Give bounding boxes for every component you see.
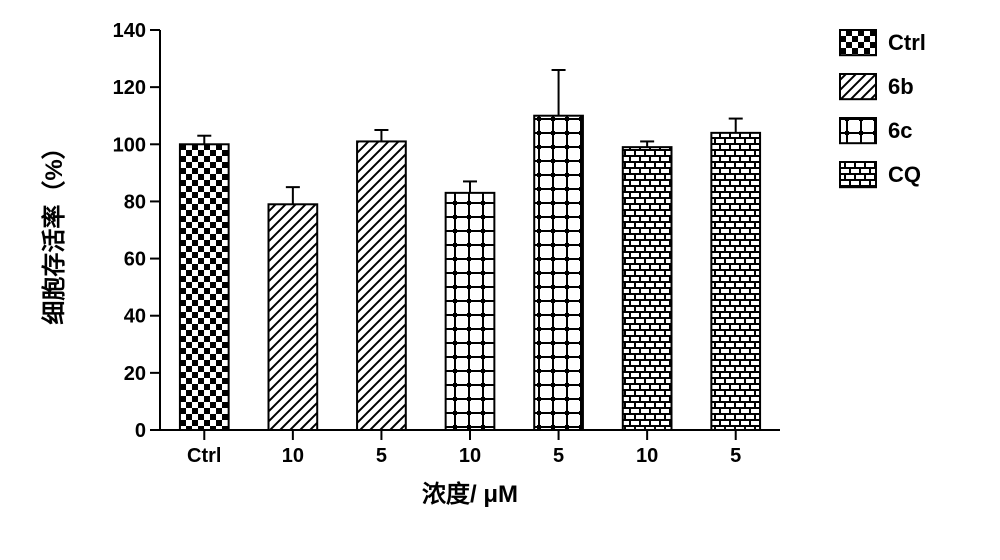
legend: Ctrl 6b 6c CQ [840, 30, 926, 187]
bar [357, 141, 406, 430]
x-tick-label: 5 [553, 445, 564, 467]
legend-swatch [840, 118, 876, 143]
y-tick-label: 40 [124, 306, 146, 328]
x-tick-label: 5 [730, 445, 741, 467]
y-tick-label: 80 [124, 191, 146, 213]
y-tick-label: 140 [113, 20, 146, 42]
y-tick-label: 0 [135, 420, 146, 442]
x-tick-label: Ctrl [187, 445, 221, 467]
legend-label: CQ [888, 162, 921, 187]
x-tick-label: 10 [282, 445, 304, 467]
bar [623, 147, 672, 430]
bar [446, 193, 495, 430]
y-axis-title: 细胞存活率（%） [40, 135, 68, 324]
bar [269, 204, 318, 430]
legend-swatch [840, 162, 876, 187]
bar [711, 133, 760, 430]
x-tick-label: 10 [459, 445, 481, 467]
x-axis-title: 浓度/ μM [422, 480, 518, 508]
legend-label: 6c [888, 118, 912, 143]
bar [534, 116, 583, 430]
viability-bar-chart: 0 20 40 60 80 100 120 140 细胞存活率（%） Ctrl 10 5 10 5 10 5 浓… [0, 0, 1000, 560]
legend-swatch [840, 74, 876, 99]
y-tick-label: 20 [124, 363, 146, 385]
legend-label: Ctrl [888, 30, 926, 55]
legend-label: 6b [888, 74, 914, 99]
legend-swatch [840, 30, 876, 55]
x-tick-label: 5 [376, 445, 387, 467]
bar [180, 144, 229, 430]
x-tick-label: 10 [636, 445, 658, 467]
y-tick-label: 120 [113, 77, 146, 99]
plot-area: 0 20 40 60 80 100 120 140 细胞存活率（%） Ctrl 10 5 10 5 10 5 浓… [40, 20, 780, 508]
y-tick-label: 100 [113, 134, 146, 156]
y-tick-label: 60 [124, 249, 146, 271]
